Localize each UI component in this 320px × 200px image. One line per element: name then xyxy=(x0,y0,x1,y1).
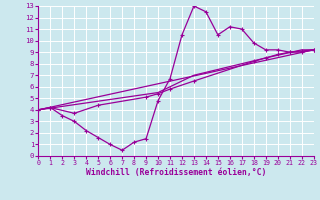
X-axis label: Windchill (Refroidissement éolien,°C): Windchill (Refroidissement éolien,°C) xyxy=(86,168,266,177)
